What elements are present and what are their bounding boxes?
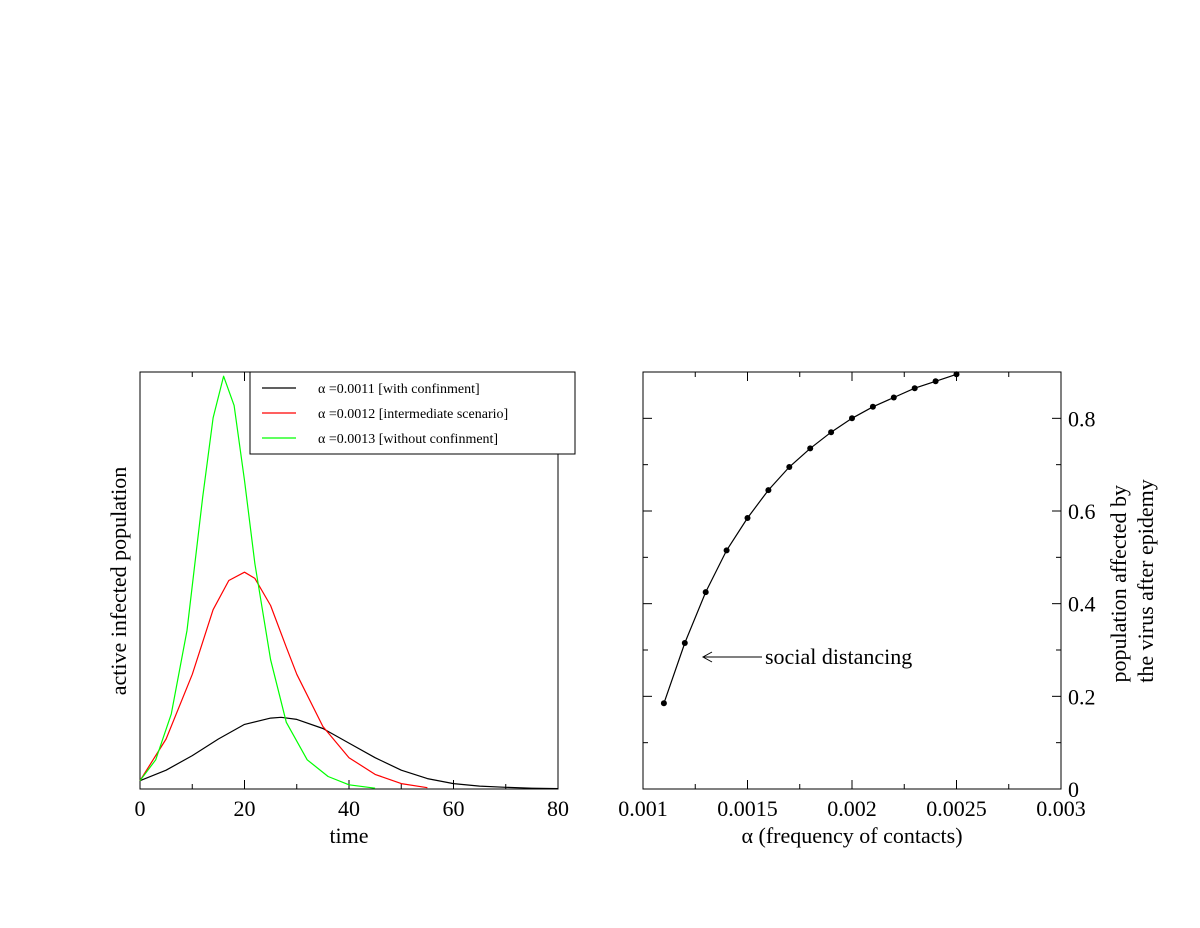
series-line-1	[139, 571, 428, 789]
right-y-tick-label: 0.8	[1068, 406, 1096, 431]
annotation-arrow-head	[701, 651, 713, 663]
left-x-tick-label: 60	[443, 796, 465, 821]
data-point	[890, 394, 897, 401]
data-point	[660, 700, 667, 707]
right-ticks	[642, 372, 1062, 790]
data-point	[807, 445, 814, 452]
right-x-axis-label: α (frequency of contacts)	[741, 823, 962, 848]
data-point	[932, 378, 939, 385]
left-x-tick-labels: 0 20 40 60 80	[135, 796, 570, 821]
right-x-tick-label: 0.0025	[926, 796, 987, 821]
left-x-tick-label: 0	[135, 796, 146, 821]
left-y-axis-label: active infected population	[106, 467, 131, 695]
left-chart: 0 20 40 60 80 time active infected populatio…	[106, 371, 576, 848]
legend-box	[249, 371, 576, 455]
legend-entry-2: α =0.0013 [without confinment]	[318, 432, 498, 447]
right-y-axis-label: population affected by the virus after e…	[1106, 479, 1158, 682]
right-y-axis-label-line1: population affected by	[1106, 485, 1131, 683]
right-y-axis-label-line2: the virus after epidemy	[1133, 479, 1158, 682]
legend: α =0.0011 [with confinment] α =0.0012 [in…	[249, 371, 576, 455]
series-line-0	[139, 716, 559, 790]
right-x-tick-label: 0.003	[1036, 796, 1086, 821]
data-point	[953, 371, 960, 378]
right-y-tick-label: 0.6	[1068, 499, 1096, 524]
data-point	[702, 589, 709, 596]
right-y-tick-label: 0.4	[1068, 592, 1096, 617]
data-point	[911, 385, 918, 392]
legend-entry-1: α =0.0012 [intermediate scenario]	[318, 407, 508, 422]
right-x-tick-label: 0.001	[618, 796, 668, 821]
annotation-social-distancing: social distancing	[765, 644, 912, 669]
left-series	[139, 375, 559, 790]
right-series	[660, 371, 960, 707]
legend-entry-0: α =0.0011 [with confinment]	[318, 382, 480, 397]
left-x-tick-label: 80	[547, 796, 569, 821]
series-line-2	[139, 375, 376, 789]
data-point	[765, 487, 772, 494]
right-x-tick-label: 0.002	[827, 796, 877, 821]
left-x-tick-label: 20	[234, 796, 256, 821]
data-point	[869, 403, 876, 410]
data-point	[786, 464, 793, 470]
right-y-tick-label: 0	[1068, 777, 1079, 802]
right-x-tick-label: 0.0015	[717, 796, 778, 821]
left-x-axis-label: time	[329, 823, 368, 848]
right-y-tick-label: 0.2	[1068, 684, 1096, 709]
data-point	[744, 515, 751, 521]
data-point	[723, 547, 730, 554]
data-point	[828, 429, 835, 436]
data-point	[681, 640, 688, 646]
data-point	[849, 415, 855, 422]
left-x-tick-label: 40	[338, 796, 360, 821]
